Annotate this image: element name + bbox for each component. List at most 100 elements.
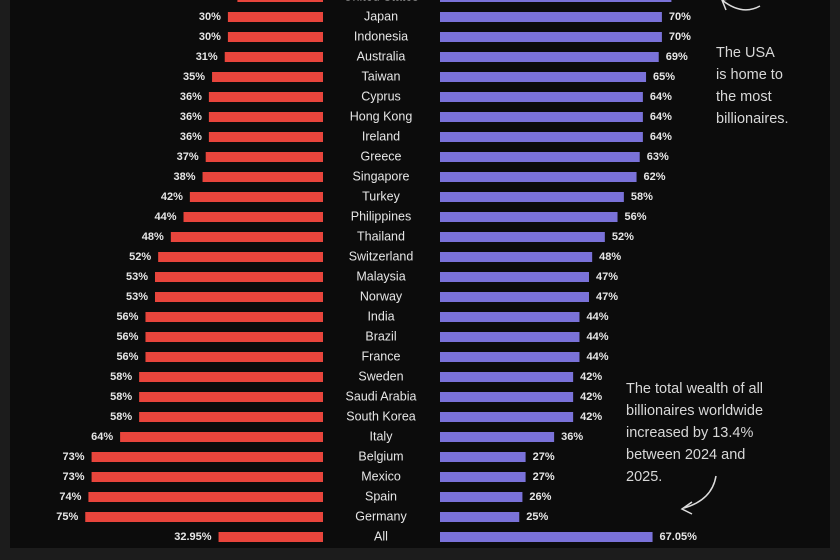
category-label: Brazil (365, 329, 396, 343)
bar-left (227, 12, 323, 22)
value-label: 53% (126, 271, 148, 283)
bar-left (202, 172, 323, 182)
value-label: 64% (650, 91, 672, 103)
bar-left (205, 152, 323, 162)
value-label: 44% (586, 351, 608, 363)
arrow-head (680, 501, 693, 515)
value-label: 56% (625, 211, 647, 223)
bar-right (440, 252, 593, 262)
annotation: is home to (716, 67, 783, 83)
bar-left (189, 192, 323, 202)
bar-right (440, 532, 653, 542)
value-label: 26% (529, 491, 551, 503)
bar-right (440, 112, 643, 122)
value-label: 47% (596, 291, 618, 303)
value-label: 47% (596, 271, 618, 283)
value-label: 65% (653, 71, 675, 83)
value-label: 70% (669, 31, 691, 43)
category-label: Indonesia (354, 29, 408, 43)
value-label: 44% (154, 211, 176, 223)
annotation: The total wealth of all (626, 381, 763, 397)
value-label: 44% (586, 311, 608, 323)
bar-right (440, 372, 574, 382)
category-label: Spain (365, 489, 397, 503)
bar-left (208, 92, 323, 102)
value-label: 73% (678, 0, 700, 3)
arrow (721, 0, 761, 11)
bar-right (440, 32, 662, 42)
value-label: 69% (666, 51, 688, 63)
value-label: 75% (56, 511, 78, 523)
value-label: 70% (669, 11, 691, 23)
annotation: increased by 13.4% (626, 425, 753, 441)
value-label: 38% (174, 171, 196, 183)
bar-left (158, 252, 323, 262)
bar-left (88, 492, 323, 502)
category-label: Norway (360, 289, 403, 303)
value-label: 58% (631, 191, 653, 203)
value-label: 32.95% (174, 531, 212, 543)
value-label: 58% (110, 391, 132, 403)
bar-right (440, 392, 574, 402)
bar-right (440, 512, 520, 522)
value-label: 42% (580, 371, 602, 383)
category-label: Belgium (358, 449, 403, 463)
category-label: Philippines (351, 209, 411, 223)
bar-left (227, 32, 323, 42)
value-label: 53% (126, 291, 148, 303)
bar-right (440, 72, 647, 82)
value-label: 48% (599, 251, 621, 263)
value-label: 36% (180, 131, 202, 143)
bar-right (440, 452, 526, 462)
value-label: 30% (199, 11, 221, 23)
bar-left (91, 472, 323, 482)
bar-left (145, 332, 323, 342)
bar-left (91, 452, 323, 462)
bar-left (183, 212, 323, 222)
category-label: Turkey (362, 189, 400, 203)
category-label: Mexico (361, 469, 401, 483)
annotation: billionaires worldwide (626, 403, 763, 419)
category-label: Singapore (353, 169, 410, 183)
bar-right (440, 0, 672, 2)
value-label: 30% (199, 31, 221, 43)
value-label: 48% (142, 231, 164, 243)
bar-right (440, 332, 580, 342)
annotation: billionaires. (716, 111, 789, 127)
value-label: 25% (526, 511, 548, 523)
bar-right (440, 132, 643, 142)
bar-right (440, 192, 624, 202)
value-label: 52% (129, 251, 151, 263)
value-label: 62% (644, 171, 666, 183)
bar-right (440, 212, 618, 222)
value-label: 67.05% (660, 531, 698, 543)
bar-left (208, 112, 323, 122)
value-label: 63% (647, 151, 669, 163)
bar-right (440, 272, 589, 282)
bar-right (440, 172, 637, 182)
value-label: 35% (183, 71, 205, 83)
value-label: 31% (196, 51, 218, 63)
category-label: Saudi Arabia (346, 389, 417, 403)
value-label: 42% (580, 391, 602, 403)
annotation: 2025. (626, 469, 662, 485)
category-label: Greece (361, 149, 402, 163)
annotation: The USA (716, 45, 775, 61)
value-label: 56% (116, 351, 138, 363)
value-label: 52% (612, 231, 634, 243)
bar-right (440, 52, 659, 62)
bar-right (440, 12, 662, 22)
value-label: 44% (586, 331, 608, 343)
value-label: 36% (180, 111, 202, 123)
bar-right (440, 232, 605, 242)
category-label: Ireland (362, 129, 400, 143)
category-label: United States (343, 0, 418, 3)
category-label: Hong Kong (350, 109, 413, 123)
value-label: 37% (177, 151, 199, 163)
bar-left (212, 72, 323, 82)
bar-right (440, 472, 526, 482)
category-label: Thailand (357, 229, 405, 243)
bar-left (237, 0, 323, 2)
bar-left (85, 512, 323, 522)
